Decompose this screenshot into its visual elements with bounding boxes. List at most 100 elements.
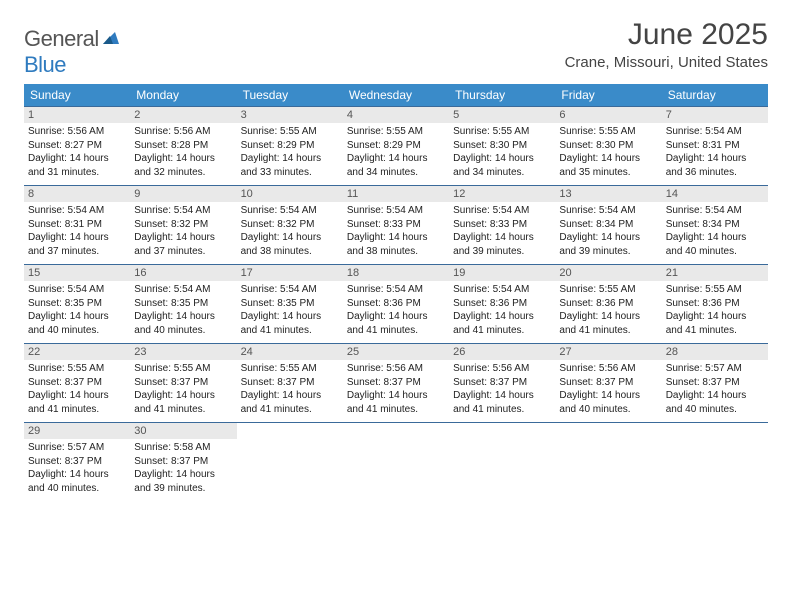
calendar-cell: 5Sunrise: 5:55 AMSunset: 8:30 PMDaylight…: [449, 107, 555, 185]
sunset-line: Sunset: 8:32 PM: [134, 218, 232, 232]
day1-line: Daylight: 14 hours: [28, 468, 126, 482]
day-details: Sunrise: 5:55 AMSunset: 8:37 PMDaylight:…: [28, 362, 126, 416]
weekday-header: Wednesday: [343, 84, 449, 106]
sunset-line: Sunset: 8:27 PM: [28, 139, 126, 153]
calendar-cell: [555, 423, 661, 501]
day-number: 28: [662, 344, 768, 360]
calendar-cell: 20Sunrise: 5:55 AMSunset: 8:36 PMDayligh…: [555, 265, 661, 343]
day-details: Sunrise: 5:54 AMSunset: 8:35 PMDaylight:…: [28, 283, 126, 337]
day-details: Sunrise: 5:55 AMSunset: 8:36 PMDaylight:…: [666, 283, 764, 337]
day-number: 9: [130, 186, 236, 202]
brand-sail-icon: [101, 33, 121, 50]
calendar-cell: 4Sunrise: 5:55 AMSunset: 8:29 PMDaylight…: [343, 107, 449, 185]
sunrise-line: Sunrise: 5:54 AM: [241, 283, 339, 297]
day1-line: Daylight: 14 hours: [347, 389, 445, 403]
calendar-week-row: 22Sunrise: 5:55 AMSunset: 8:37 PMDayligh…: [24, 343, 768, 422]
day2-line: and 41 minutes.: [347, 324, 445, 338]
day-number: 17: [237, 265, 343, 281]
calendar-cell: 28Sunrise: 5:57 AMSunset: 8:37 PMDayligh…: [662, 344, 768, 422]
day2-line: and 37 minutes.: [134, 245, 232, 259]
calendar-week-row: 8Sunrise: 5:54 AMSunset: 8:31 PMDaylight…: [24, 185, 768, 264]
day-details: Sunrise: 5:54 AMSunset: 8:33 PMDaylight:…: [453, 204, 551, 258]
day1-line: Daylight: 14 hours: [559, 310, 657, 324]
day1-line: Daylight: 14 hours: [347, 310, 445, 324]
calendar-cell: 23Sunrise: 5:55 AMSunset: 8:37 PMDayligh…: [130, 344, 236, 422]
day1-line: Daylight: 14 hours: [453, 389, 551, 403]
sunrise-line: Sunrise: 5:55 AM: [559, 125, 657, 139]
day-details: Sunrise: 5:55 AMSunset: 8:37 PMDaylight:…: [241, 362, 339, 416]
day2-line: and 40 minutes.: [28, 324, 126, 338]
sunset-line: Sunset: 8:36 PM: [559, 297, 657, 311]
day1-line: Daylight: 14 hours: [241, 389, 339, 403]
weekday-header: Tuesday: [237, 84, 343, 106]
day-details: Sunrise: 5:55 AMSunset: 8:29 PMDaylight:…: [241, 125, 339, 179]
day-number: 6: [555, 107, 661, 123]
sunset-line: Sunset: 8:37 PM: [453, 376, 551, 390]
header: General Blue June 2025 Crane, Missouri, …: [24, 18, 768, 78]
calendar-cell: 6 Sunrise: 5:55 AMSunset: 8:30 PMDaylight…: [555, 107, 661, 185]
day2-line: and 40 minutes.: [559, 403, 657, 417]
day-details: Sunrise: 5:55 AMSunset: 8:30 PMDaylight:…: [559, 125, 657, 179]
sunset-line: Sunset: 8:30 PM: [559, 139, 657, 153]
day-details: Sunrise: 5:54 AMSunset: 8:33 PMDaylight:…: [347, 204, 445, 258]
day2-line: and 41 minutes.: [134, 403, 232, 417]
day2-line: and 39 minutes.: [134, 482, 232, 496]
sunrise-line: Sunrise: 5:54 AM: [666, 125, 764, 139]
calendar-cell: 30Sunrise: 5:58 AMSunset: 8:37 PMDayligh…: [130, 423, 236, 501]
sunrise-line: Sunrise: 5:56 AM: [134, 125, 232, 139]
day-number: 19: [449, 265, 555, 281]
sunset-line: Sunset: 8:37 PM: [347, 376, 445, 390]
sunset-line: Sunset: 8:34 PM: [559, 218, 657, 232]
day2-line: and 40 minutes.: [666, 245, 764, 259]
day-details: Sunrise: 5:54 AMSunset: 8:31 PMDaylight:…: [666, 125, 764, 179]
day-number: 25: [343, 344, 449, 360]
sunrise-line: Sunrise: 5:55 AM: [347, 125, 445, 139]
day1-line: Daylight: 14 hours: [559, 152, 657, 166]
sunrise-line: Sunrise: 5:54 AM: [134, 283, 232, 297]
day-number: 27: [555, 344, 661, 360]
day1-line: Daylight: 14 hours: [666, 310, 764, 324]
brand-logo: General Blue: [24, 18, 121, 78]
calendar-cell: 3Sunrise: 5:55 AMSunset: 8:29 PMDaylight…: [237, 107, 343, 185]
sunset-line: Sunset: 8:31 PM: [28, 218, 126, 232]
calendar-cell: [237, 423, 343, 501]
day2-line: and 38 minutes.: [241, 245, 339, 259]
day-details: Sunrise: 5:54 AMSunset: 8:34 PMDaylight:…: [666, 204, 764, 258]
sunset-line: Sunset: 8:36 PM: [666, 297, 764, 311]
weekday-header: Thursday: [449, 84, 555, 106]
day-details: Sunrise: 5:54 AMSunset: 8:36 PMDaylight:…: [453, 283, 551, 337]
day1-line: Daylight: 14 hours: [134, 389, 232, 403]
day1-line: Daylight: 14 hours: [347, 152, 445, 166]
day2-line: and 41 minutes.: [453, 403, 551, 417]
calendar-cell: 2Sunrise: 5:56 AMSunset: 8:28 PMDaylight…: [130, 107, 236, 185]
day2-line: and 41 minutes.: [241, 324, 339, 338]
day2-line: and 39 minutes.: [453, 245, 551, 259]
sunrise-line: Sunrise: 5:57 AM: [28, 441, 126, 455]
sunrise-line: Sunrise: 5:54 AM: [28, 204, 126, 218]
day1-line: Daylight: 14 hours: [453, 152, 551, 166]
day-details: Sunrise: 5:54 AMSunset: 8:32 PMDaylight:…: [134, 204, 232, 258]
day-number: 23: [130, 344, 236, 360]
day-number: 30: [130, 423, 236, 439]
day1-line: Daylight: 14 hours: [28, 310, 126, 324]
calendar-cell: 17Sunrise: 5:54 AMSunset: 8:35 PMDayligh…: [237, 265, 343, 343]
calendar-cell: 26Sunrise: 5:56 AMSunset: 8:37 PMDayligh…: [449, 344, 555, 422]
sunset-line: Sunset: 8:28 PM: [134, 139, 232, 153]
calendar-cell: 9 Sunrise: 5:54 AMSunset: 8:32 PMDaylight…: [130, 186, 236, 264]
day-details: Sunrise: 5:56 AMSunset: 8:37 PMDaylight:…: [347, 362, 445, 416]
day2-line: and 41 minutes.: [453, 324, 551, 338]
sunrise-line: Sunrise: 5:56 AM: [347, 362, 445, 376]
day1-line: Daylight: 14 hours: [241, 231, 339, 245]
sunrise-line: Sunrise: 5:56 AM: [559, 362, 657, 376]
day2-line: and 35 minutes.: [559, 166, 657, 180]
calendar-cell: 25 Sunrise: 5:56 AMSunset: 8:37 PMDayligh…: [343, 344, 449, 422]
sunset-line: Sunset: 8:36 PM: [347, 297, 445, 311]
calendar-cell: 24Sunrise: 5:55 AMSunset: 8:37 PMDayligh…: [237, 344, 343, 422]
sunrise-line: Sunrise: 5:55 AM: [241, 362, 339, 376]
day-number: 8: [24, 186, 130, 202]
day2-line: and 34 minutes.: [453, 166, 551, 180]
day1-line: Daylight: 14 hours: [666, 152, 764, 166]
day-details: Sunrise: 5:54 AMSunset: 8:31 PMDaylight:…: [28, 204, 126, 258]
sunrise-line: Sunrise: 5:54 AM: [347, 204, 445, 218]
day1-line: Daylight: 14 hours: [347, 231, 445, 245]
